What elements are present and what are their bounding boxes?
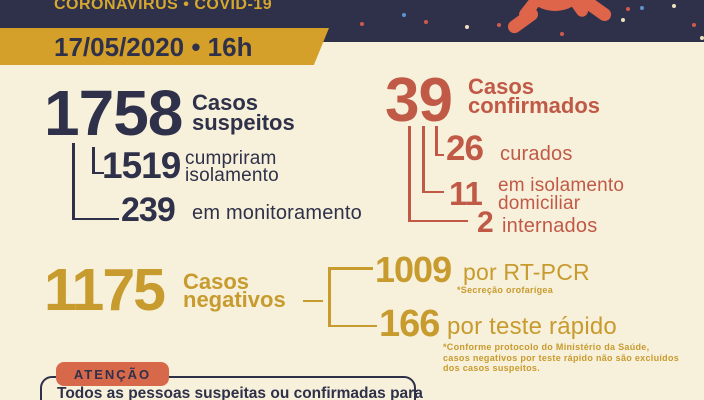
- suspected-monitoring-value: 239: [121, 191, 176, 229]
- label-line: isolamento: [185, 165, 279, 186]
- connector-line: [422, 126, 425, 193]
- suspected-isolated-value: 1519: [102, 145, 181, 186]
- date-banner: 17/05/2020 • 16h: [0, 28, 329, 65]
- connector-line: [92, 147, 95, 174]
- star-dot: [700, 36, 704, 40]
- negative-label-line1: Casos: [183, 269, 250, 294]
- connector-line: [72, 143, 75, 220]
- connector-line: [435, 126, 438, 156]
- suspected-monitoring-label: em monitoramento: [192, 202, 362, 224]
- note-line: *Conforme protocolo do Ministério da Saú…: [443, 342, 650, 352]
- date-text: 17/05/2020 • 16h: [54, 32, 253, 62]
- label-line: domiciliar: [498, 192, 581, 214]
- connector-line: [328, 267, 331, 327]
- star-dot: [640, 6, 644, 10]
- star-dot: [692, 23, 696, 27]
- suspected-label: Casos suspeitos: [192, 90, 295, 135]
- connector-line: [422, 190, 444, 193]
- star-dot: [402, 13, 406, 17]
- confirmed-label-line1: Casos: [468, 74, 535, 99]
- star-dot: [626, 7, 630, 11]
- negative-rtpcr-label: por RT-PCR: [463, 259, 590, 285]
- confirmed-cured-label: curados: [500, 143, 573, 165]
- connector-line: [408, 126, 411, 222]
- attention-box: [40, 376, 416, 400]
- confirmed-hospitalized-label: internados: [502, 215, 598, 237]
- connector-line: [72, 217, 119, 220]
- confirmed-cured-value: 26: [446, 129, 484, 168]
- virus-body: [519, 0, 591, 11]
- confirmed-label: Casos confirmados: [468, 74, 601, 118]
- star-dot: [497, 23, 501, 27]
- suspected-label-line2: suspeitos: [192, 110, 295, 135]
- negative-label-line2: negativos: [183, 287, 286, 312]
- star-dot: [560, 32, 564, 36]
- connector-line: [303, 299, 323, 302]
- confirmed-home-isolation-value: 11: [449, 175, 483, 212]
- negative-rtpcr-value: 1009: [375, 249, 452, 290]
- star-dot: [360, 22, 364, 26]
- label-line: cumpriram: [185, 148, 277, 169]
- suspected-isolated-label: cumpriram isolamento: [185, 148, 279, 186]
- confirmed-label-line2: confirmados: [468, 93, 601, 118]
- star-dot: [672, 4, 676, 8]
- star-dot: [424, 20, 428, 24]
- connector-line: [435, 153, 444, 156]
- star-dot: [465, 25, 469, 29]
- negative-value: 1175: [44, 257, 166, 323]
- negative-label: Casos negativos: [183, 269, 286, 312]
- negative-rapidtest-label: por teste rápido: [447, 313, 617, 340]
- negative-rapidtest-value: 166: [379, 303, 440, 345]
- confirmed-hospitalized-value: 2: [477, 206, 494, 239]
- label-line: em isolamento: [498, 175, 625, 196]
- negative-rtpcr-note: *Secreção orofarígea: [457, 285, 554, 295]
- star-dot: [621, 18, 625, 22]
- suspected-value: 1758: [44, 77, 183, 149]
- suspected-label-line1: Casos: [192, 90, 259, 115]
- connector-line: [328, 324, 377, 327]
- confirmed-home-isolation-label: em isolamento domiciliar: [498, 175, 625, 214]
- connector-line: [92, 171, 104, 174]
- negative-rapidtest-note: *Conforme protocolo do Ministério da Saú…: [443, 342, 679, 374]
- note-line: dos casos suspeitos.: [443, 363, 541, 373]
- attention-text: Todos as pessoas suspeitas ou confirmada…: [57, 385, 423, 400]
- confirmed-value: 39: [385, 66, 453, 135]
- attention-badge: ATENÇÃO: [56, 362, 169, 386]
- connector-line: [328, 267, 373, 270]
- connector-line: [408, 219, 468, 222]
- note-line: casos negativos por teste rápido não são…: [443, 352, 680, 363]
- page-title: CORONAVÍRUS • COVID-19: [54, 0, 273, 13]
